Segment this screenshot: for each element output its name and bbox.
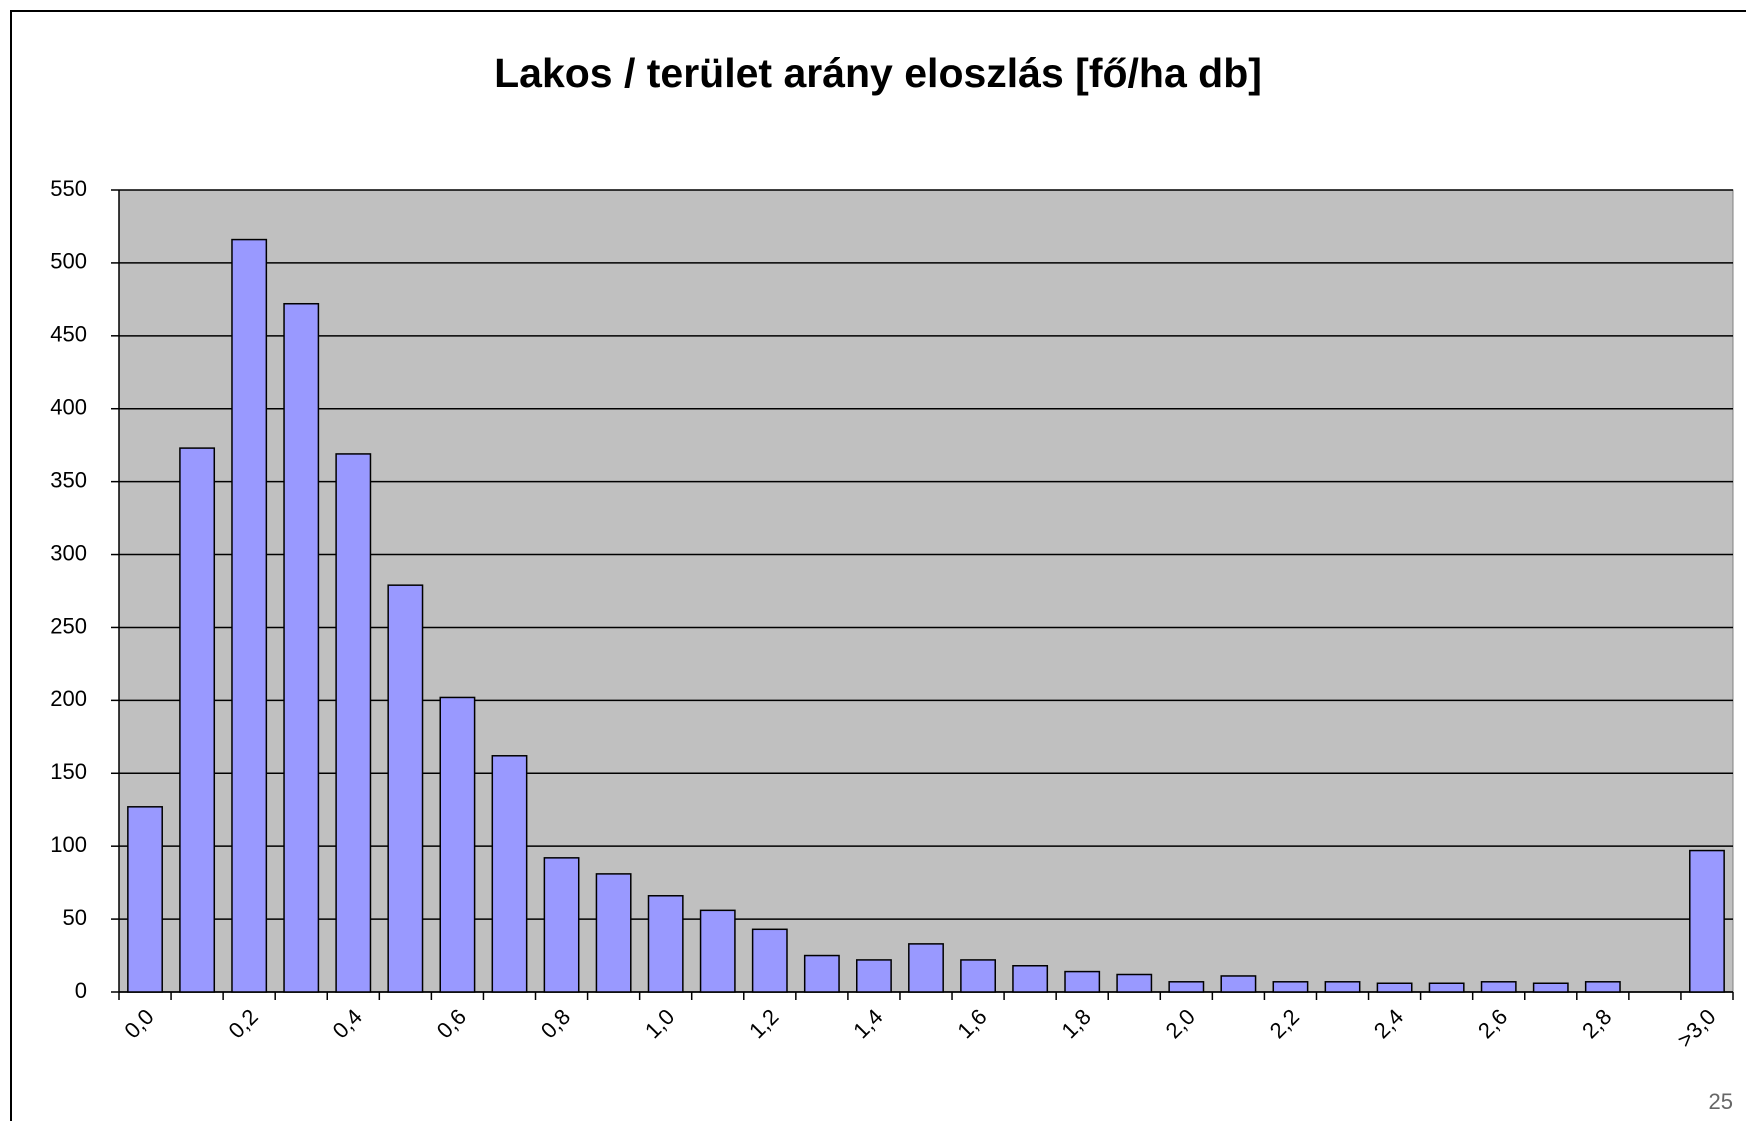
chart-title: Lakos / terület arány eloszlás [fő/ha db…	[494, 50, 1262, 96]
bar	[543, 857, 580, 993]
bar	[960, 959, 996, 993]
bar	[1689, 849, 1725, 993]
y-tick-label: 400	[50, 395, 87, 420]
bar	[1584, 981, 1621, 993]
bar	[491, 755, 528, 993]
bar	[1220, 975, 1257, 993]
bar	[699, 909, 736, 993]
y-tick-label: 150	[50, 759, 87, 784]
bar	[803, 954, 840, 993]
bar	[335, 453, 372, 993]
y-tick-label: 0	[75, 978, 87, 1003]
bar	[595, 873, 632, 993]
bar	[1272, 981, 1309, 993]
y-tick-label: 550	[50, 176, 87, 201]
bar	[751, 928, 788, 993]
y-tick-label: 250	[50, 613, 87, 638]
y-tick-label: 350	[50, 467, 87, 492]
bar	[231, 238, 268, 993]
bar	[439, 696, 476, 993]
y-tick-label: 50	[63, 905, 87, 930]
y-tick-label: 100	[50, 832, 87, 857]
y-tick-label: 450	[50, 322, 87, 347]
y-tick-label: 200	[50, 686, 87, 711]
bar	[387, 584, 424, 993]
bar	[283, 302, 320, 993]
bar	[1428, 982, 1465, 993]
bar	[856, 959, 892, 993]
bar	[1324, 981, 1361, 993]
page-number: 25	[1709, 1089, 1733, 1114]
bar	[1012, 965, 1049, 993]
bar	[1064, 970, 1101, 993]
bar	[1116, 973, 1153, 993]
bar	[1532, 982, 1569, 993]
bar	[908, 943, 944, 993]
bar	[1376, 982, 1413, 993]
bar	[1480, 981, 1517, 993]
y-tick-label: 500	[50, 249, 87, 274]
bar	[179, 447, 216, 993]
bar	[127, 806, 163, 993]
y-tick-label: 300	[50, 540, 87, 565]
bar	[1168, 981, 1205, 993]
bar	[647, 895, 684, 993]
